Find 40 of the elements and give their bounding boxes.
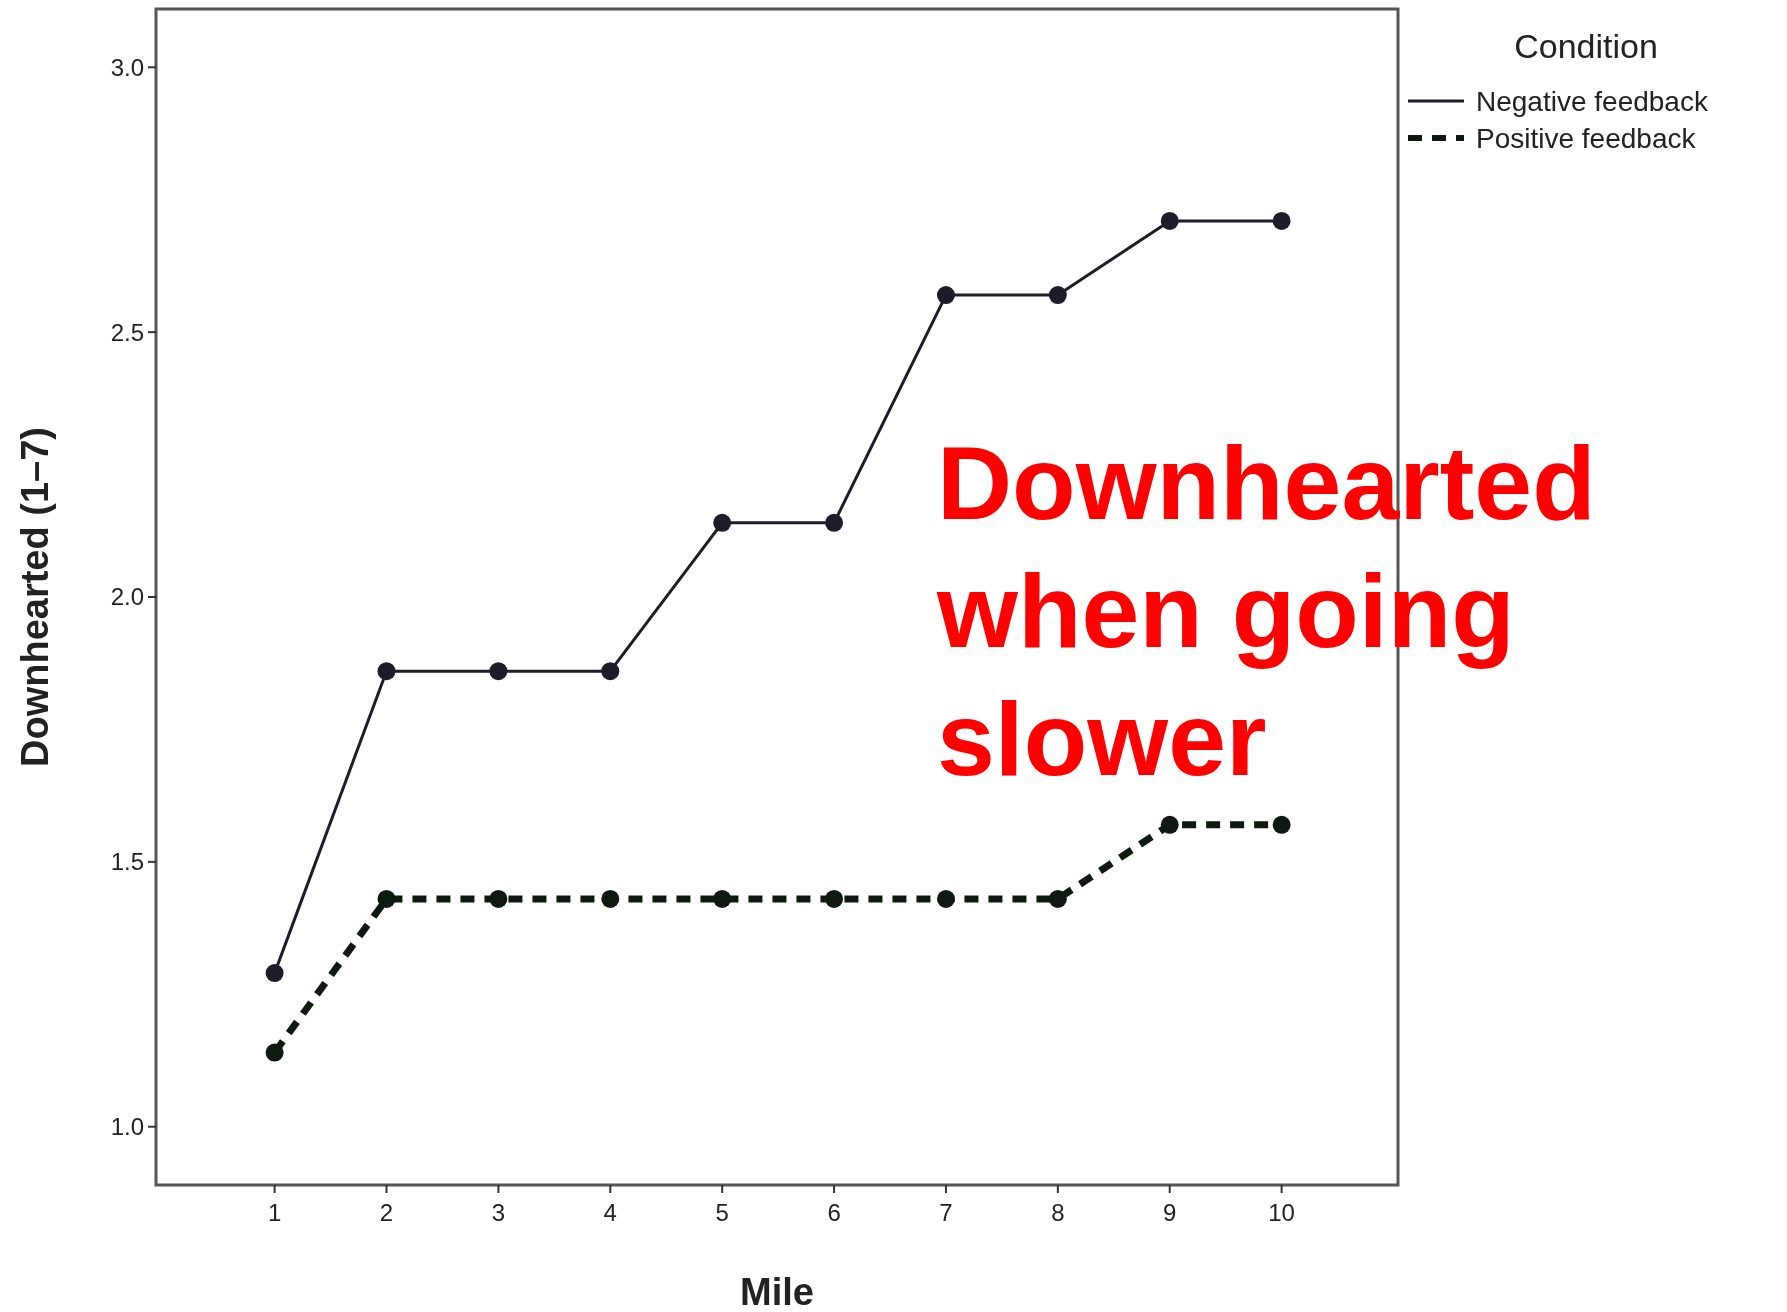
point bbox=[601, 889, 620, 908]
legend-title: Condition bbox=[1514, 27, 1658, 65]
y-tick-label: 1.5 bbox=[110, 848, 144, 876]
point bbox=[825, 889, 844, 908]
x-tick-label: 7 bbox=[939, 1199, 953, 1226]
x-tick-label: 6 bbox=[827, 1199, 841, 1226]
y-axis-title: Downhearted (1–7) bbox=[14, 427, 56, 767]
point bbox=[601, 662, 620, 681]
point bbox=[936, 889, 955, 908]
point bbox=[377, 889, 396, 908]
point bbox=[1272, 815, 1291, 834]
point bbox=[1048, 889, 1067, 908]
x-tick-label: 10 bbox=[1268, 1199, 1295, 1226]
x-tick-label: 1 bbox=[267, 1199, 282, 1226]
point bbox=[377, 662, 396, 681]
point bbox=[713, 889, 732, 908]
point bbox=[1272, 211, 1291, 230]
point bbox=[1048, 286, 1067, 305]
x-tick-label: 8 bbox=[1051, 1199, 1065, 1226]
x-tick-label: 3 bbox=[491, 1199, 506, 1226]
point bbox=[713, 513, 732, 532]
point bbox=[265, 1043, 284, 1062]
x-axis-title: Mile bbox=[740, 1271, 814, 1312]
point bbox=[936, 286, 955, 305]
point bbox=[1160, 815, 1179, 834]
legend-label: Positive feedback bbox=[1476, 122, 1697, 154]
x-tick-label: 5 bbox=[715, 1199, 729, 1226]
x-tick-label: 4 bbox=[603, 1199, 617, 1226]
y-tick-label: 2.5 bbox=[110, 318, 144, 346]
x-tick-label: 9 bbox=[1163, 1199, 1177, 1226]
y-tick-label: 3.0 bbox=[110, 53, 144, 81]
point bbox=[489, 889, 508, 908]
y-tick-label: 2.0 bbox=[110, 583, 144, 611]
legend-label: Negative feedback bbox=[1476, 85, 1709, 117]
point bbox=[265, 964, 284, 983]
y-tick-label: 1.0 bbox=[110, 1113, 144, 1141]
point bbox=[1160, 211, 1179, 230]
x-tick-label: 2 bbox=[379, 1199, 394, 1226]
point bbox=[825, 513, 844, 532]
point bbox=[489, 662, 508, 681]
